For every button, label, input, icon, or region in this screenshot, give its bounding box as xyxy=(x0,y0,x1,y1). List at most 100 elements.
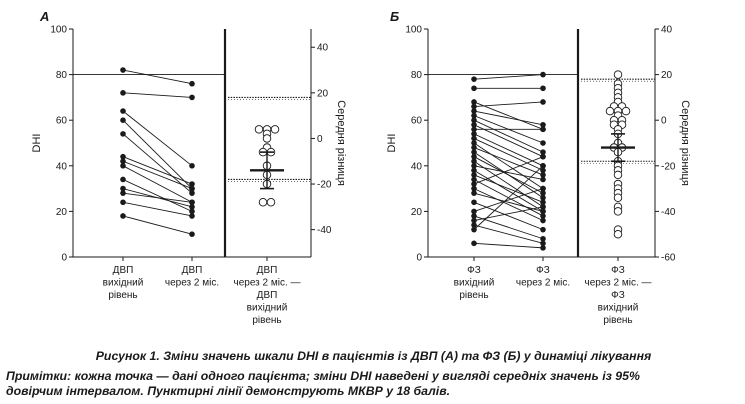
panel-2-left-tick-label: 80 xyxy=(411,70,423,81)
panel-2-left-tick-label: 20 xyxy=(411,207,423,218)
panel-2-followup-point xyxy=(540,121,546,128)
panel-2-followup-point xyxy=(540,190,546,196)
panel-2-right-tick-label: 40 xyxy=(661,25,673,36)
panel-1-difference-point xyxy=(262,134,272,143)
panel-1-category-label: вихідний xyxy=(247,303,288,314)
panel-1-difference-point xyxy=(266,198,276,207)
panel-1-baseline-point xyxy=(120,213,126,219)
panel-2-followup-point xyxy=(540,176,546,183)
panel-2-panel-label: Б xyxy=(390,9,399,24)
panel-1-left-tick-label: 40 xyxy=(56,161,68,172)
panel-1-category-label: ДВП xyxy=(113,265,134,276)
panel-2-difference-point xyxy=(613,70,623,79)
panel-2-followup-point xyxy=(540,167,546,174)
panel-2-category-label: вихідний xyxy=(454,278,495,289)
panel-1-category-label: ДВП xyxy=(257,265,278,276)
panel-2-patient-line xyxy=(473,142,544,189)
panel-2-category-label: вихідний xyxy=(598,303,639,314)
panel-1-patient-line xyxy=(122,119,193,189)
panel-2-patient-line xyxy=(473,138,544,171)
panel-2-baseline-point xyxy=(471,131,477,137)
figure-note-line-1: Примітки: кожна точка — дані одного паці… xyxy=(6,369,640,383)
panel-2-baseline-point xyxy=(471,172,477,178)
panel-2-patient-line xyxy=(473,124,544,158)
panel-2-followup-point xyxy=(540,226,546,233)
panel-2-followup-point xyxy=(540,71,546,78)
panel-1-left-tick-label: 20 xyxy=(56,207,68,218)
panel-1-baseline-point xyxy=(120,163,126,169)
panel-2-baseline-point xyxy=(471,76,477,82)
panel-2-followup-point xyxy=(540,99,546,105)
panel-2-baseline-point xyxy=(471,190,477,196)
panel-1-right-tick-label: -20 xyxy=(317,180,332,191)
panel-1-right-tick-label: 20 xyxy=(317,88,329,99)
panel-1-followup-point xyxy=(189,213,195,219)
panel-2-right-tick-label: -20 xyxy=(661,161,676,172)
panel-2-category-label: через 2 міс. — xyxy=(584,278,651,289)
panel-2-patient-line xyxy=(473,147,544,176)
panel-2-patient-line xyxy=(473,119,544,153)
panel-2-baseline-point xyxy=(471,112,477,119)
panel-1-followup-point xyxy=(189,185,195,192)
panel-1-panel-label: А xyxy=(39,9,49,24)
panel-2-difference-point xyxy=(613,207,623,216)
panel-1-followup-point xyxy=(189,181,195,187)
panel-2-baseline-point xyxy=(471,126,477,133)
panel-1-difference-point xyxy=(258,198,268,207)
panel-1-right-tick-label: 40 xyxy=(317,43,329,54)
panel-1-difference-point xyxy=(254,125,264,134)
panel-1-followup-point xyxy=(189,163,195,169)
panel-1-patient-line xyxy=(122,192,193,203)
panel-2-baseline-point xyxy=(471,181,477,187)
panel-2-baseline-point xyxy=(471,85,477,92)
panel-1-followup-point xyxy=(189,208,195,215)
panel-1-patient-line xyxy=(122,110,193,167)
panel-2-baseline-point xyxy=(471,121,477,128)
panel-2-patient-line xyxy=(473,206,544,221)
panel-2-category-label: ФЗ xyxy=(611,290,625,301)
panel-2-followup-point xyxy=(540,208,546,215)
panel-2-patient-line xyxy=(473,224,544,244)
panel-2-category-label: рівень xyxy=(603,315,632,326)
panel-1-followup-point xyxy=(189,80,195,87)
panel-2-followup-point xyxy=(540,235,546,242)
panel-2-baseline-point xyxy=(471,149,477,155)
panel-2-baseline-point xyxy=(471,140,477,146)
panel-2-baseline-point xyxy=(471,144,477,151)
panel-2-followup-point xyxy=(540,199,546,206)
panel-1-category-label: ДВП xyxy=(257,290,278,301)
panel-2-y2-axis-title: Середня різниця xyxy=(679,100,691,186)
panel-2-right-tick-label: -60 xyxy=(661,253,676,264)
panel-2-baseline-point xyxy=(471,176,477,183)
panel-1-left-tick-label: 100 xyxy=(50,25,67,36)
panel-2-category-label: рівень xyxy=(459,290,488,301)
panel-2-right-tick-label: 0 xyxy=(661,116,667,127)
panel-2-left-tick-label: 100 xyxy=(405,25,422,36)
panel-2-followup-point xyxy=(540,163,546,169)
panel-1-category-label: через 2 міс. — xyxy=(233,278,300,289)
panel-1-baseline-point xyxy=(120,117,126,123)
panel-2-left-tick-label: 40 xyxy=(411,161,423,172)
panel-2-patient-line xyxy=(473,110,544,126)
panel-2-right-tick-label: 20 xyxy=(661,70,673,81)
figure-caption-title: Рисунок 1. Зміни значень шкали DHI в пац… xyxy=(95,349,652,363)
panel-1-category-label: рівень xyxy=(108,290,137,301)
panel-2-followup-point xyxy=(540,194,546,201)
panel-1-category-label: через 2 міс. xyxy=(165,278,219,289)
panel-2-baseline-point xyxy=(471,153,477,160)
panel-2-patient-line xyxy=(473,133,544,167)
panel-1-difference-point xyxy=(270,125,280,134)
panel-1-patient-line xyxy=(122,69,193,85)
panel-1-followup-point xyxy=(189,190,195,196)
panel-2-baseline-point xyxy=(471,217,477,224)
figure-note-line-2: довірчим інтервалом. Пунктирні лінії дем… xyxy=(6,384,451,398)
panel-1-category-label: вихідний xyxy=(103,278,144,289)
panel-2-baseline-point xyxy=(471,158,477,165)
panel-1-baseline-point xyxy=(120,67,126,73)
panel-2-followup-point xyxy=(540,85,546,92)
panel-2-difference-point xyxy=(613,170,623,180)
panel-2-difference-point xyxy=(613,229,623,239)
panel-2-patient-line xyxy=(473,74,544,80)
panel-2-baseline-point xyxy=(471,199,477,206)
